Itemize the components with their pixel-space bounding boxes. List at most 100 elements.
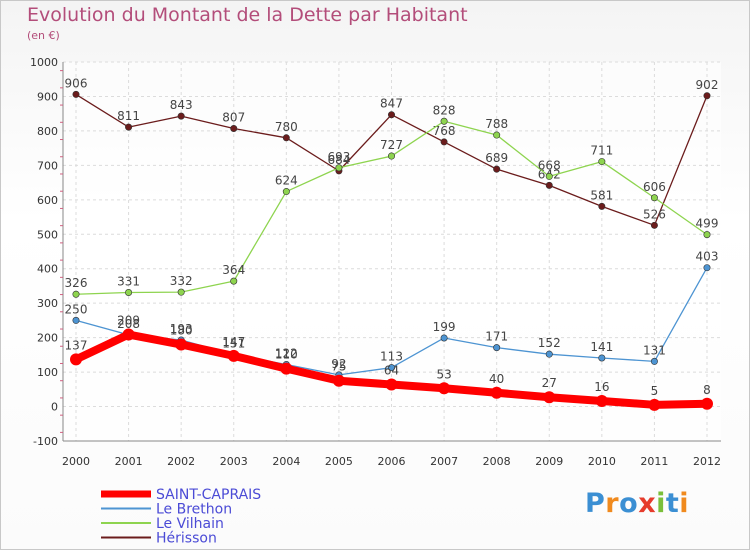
data-label-le-brethon: 152	[538, 336, 561, 350]
data-label-le-vilhain: 828	[433, 103, 456, 117]
x-tick-label: 2007	[430, 455, 458, 468]
data-label-h-risson: 843	[170, 98, 193, 112]
data-point-h-risson	[703, 92, 711, 100]
x-tick-label: 2001	[115, 455, 143, 468]
data-point-le-brethon	[440, 334, 448, 342]
data-point-le-vilhain	[125, 289, 133, 297]
data-label-h-risson: 902	[696, 78, 719, 92]
data-point-saint-caprais	[490, 386, 503, 399]
data-label-h-risson: 581	[590, 188, 613, 202]
data-point-saint-caprais	[227, 349, 240, 362]
legend-label-le-brethon: Le Brethon	[156, 502, 232, 518]
data-point-h-risson	[230, 124, 238, 132]
data-label-h-risson: 811	[117, 109, 140, 123]
data-label-le-vilhain: 693	[327, 150, 350, 164]
data-point-le-brethon	[703, 264, 711, 272]
y-tick-label: 300	[37, 297, 58, 310]
data-label-saint-caprais: 64	[384, 363, 399, 377]
y-tick-label: 900	[37, 90, 58, 103]
data-label-le-brethon: 131	[643, 343, 666, 357]
data-label-le-vilhain: 364	[222, 263, 245, 277]
data-label-le-brethon: 250	[65, 302, 88, 316]
data-point-h-risson	[545, 181, 553, 189]
y-tick-label: 400	[37, 263, 58, 276]
data-point-le-vilhain	[230, 277, 238, 285]
data-label-le-vilhain: 606	[643, 180, 666, 194]
data-point-saint-caprais	[595, 395, 608, 408]
data-label-h-risson: 526	[643, 207, 666, 221]
data-point-le-vilhain	[703, 231, 711, 239]
data-label-saint-caprais: 110	[275, 348, 298, 362]
x-tick-label: 2010	[588, 455, 616, 468]
x-tick-label: 2005	[325, 455, 353, 468]
data-label-saint-caprais: 5	[651, 384, 659, 398]
data-point-le-vilhain	[335, 164, 343, 172]
data-point-saint-caprais	[332, 374, 345, 387]
x-tick-label: 2006	[378, 455, 406, 468]
data-point-le-brethon	[650, 357, 658, 365]
data-point-le-vilhain	[598, 158, 606, 166]
x-tick-label: 2003	[220, 455, 248, 468]
data-label-le-brethon: 199	[433, 320, 456, 334]
x-tick-label: 2002	[167, 455, 195, 468]
proxiti-logo: Proxiti	[585, 488, 690, 519]
data-label-h-risson: 807	[222, 110, 245, 124]
x-tick-label: 2004	[272, 455, 300, 468]
data-label-le-vilhain: 332	[170, 274, 193, 288]
data-label-saint-caprais: 53	[436, 367, 451, 381]
data-point-h-risson	[125, 123, 133, 131]
data-point-le-vilhain	[650, 194, 658, 202]
data-point-le-vilhain	[440, 117, 448, 125]
data-point-saint-caprais	[701, 397, 713, 410]
data-point-h-risson	[177, 112, 185, 120]
x-tick-label: 2000	[62, 455, 90, 468]
y-tick-label: -100	[33, 435, 58, 448]
data-label-saint-caprais: 40	[489, 372, 504, 386]
data-point-saint-caprais	[175, 338, 188, 351]
data-label-h-risson: 689	[485, 151, 508, 165]
y-tick-label: 100	[37, 366, 58, 379]
x-tick-label: 2011	[640, 455, 668, 468]
data-label-le-brethon: 208	[117, 317, 140, 331]
data-point-h-risson	[72, 90, 80, 98]
data-point-h-risson	[650, 221, 658, 229]
data-label-h-risson: 906	[65, 76, 88, 90]
data-point-h-risson	[387, 111, 395, 119]
data-point-saint-caprais	[280, 362, 293, 375]
data-point-le-brethon	[493, 344, 501, 352]
data-point-saint-caprais	[438, 382, 451, 395]
data-point-le-vilhain	[282, 188, 290, 196]
data-label-saint-caprais: 8	[703, 383, 711, 397]
data-label-le-brethon: 92	[331, 357, 346, 371]
data-point-saint-caprais	[122, 328, 135, 341]
data-point-saint-caprais	[648, 398, 661, 411]
data-label-saint-caprais: 75	[331, 360, 346, 374]
data-label-le-vilhain: 788	[485, 117, 508, 131]
data-point-h-risson	[493, 165, 501, 173]
y-tick-label: 600	[37, 194, 58, 207]
data-label-saint-caprais: 27	[542, 376, 557, 390]
y-tick-label: 700	[37, 159, 58, 172]
data-label-le-vilhain: 499	[696, 217, 719, 231]
data-label-le-brethon: 403	[696, 250, 719, 264]
data-label-h-risson: 780	[275, 120, 298, 134]
legend-label-saint-caprais: SAINT-CAPRAIS	[156, 487, 261, 503]
data-point-le-vilhain	[72, 290, 80, 298]
data-label-le-vilhain: 727	[380, 138, 403, 152]
data-point-h-risson	[282, 134, 290, 142]
data-point-le-vilhain	[545, 172, 553, 180]
data-label-le-vilhain: 331	[117, 275, 140, 289]
data-point-h-risson	[440, 138, 448, 146]
data-point-saint-caprais	[70, 353, 82, 366]
x-tick-label: 2008	[483, 455, 511, 468]
data-label-saint-caprais: 209	[117, 314, 140, 328]
data-point-le-brethon	[598, 354, 606, 362]
legend-label-le-vilhain: Le Vilhain	[156, 516, 224, 532]
data-point-saint-caprais	[385, 378, 398, 391]
data-point-saint-caprais	[543, 391, 556, 404]
x-tick-label: 2012	[693, 455, 721, 468]
legend-label-h-risson: Hérisson	[156, 531, 217, 547]
data-point-le-vilhain	[493, 131, 501, 139]
